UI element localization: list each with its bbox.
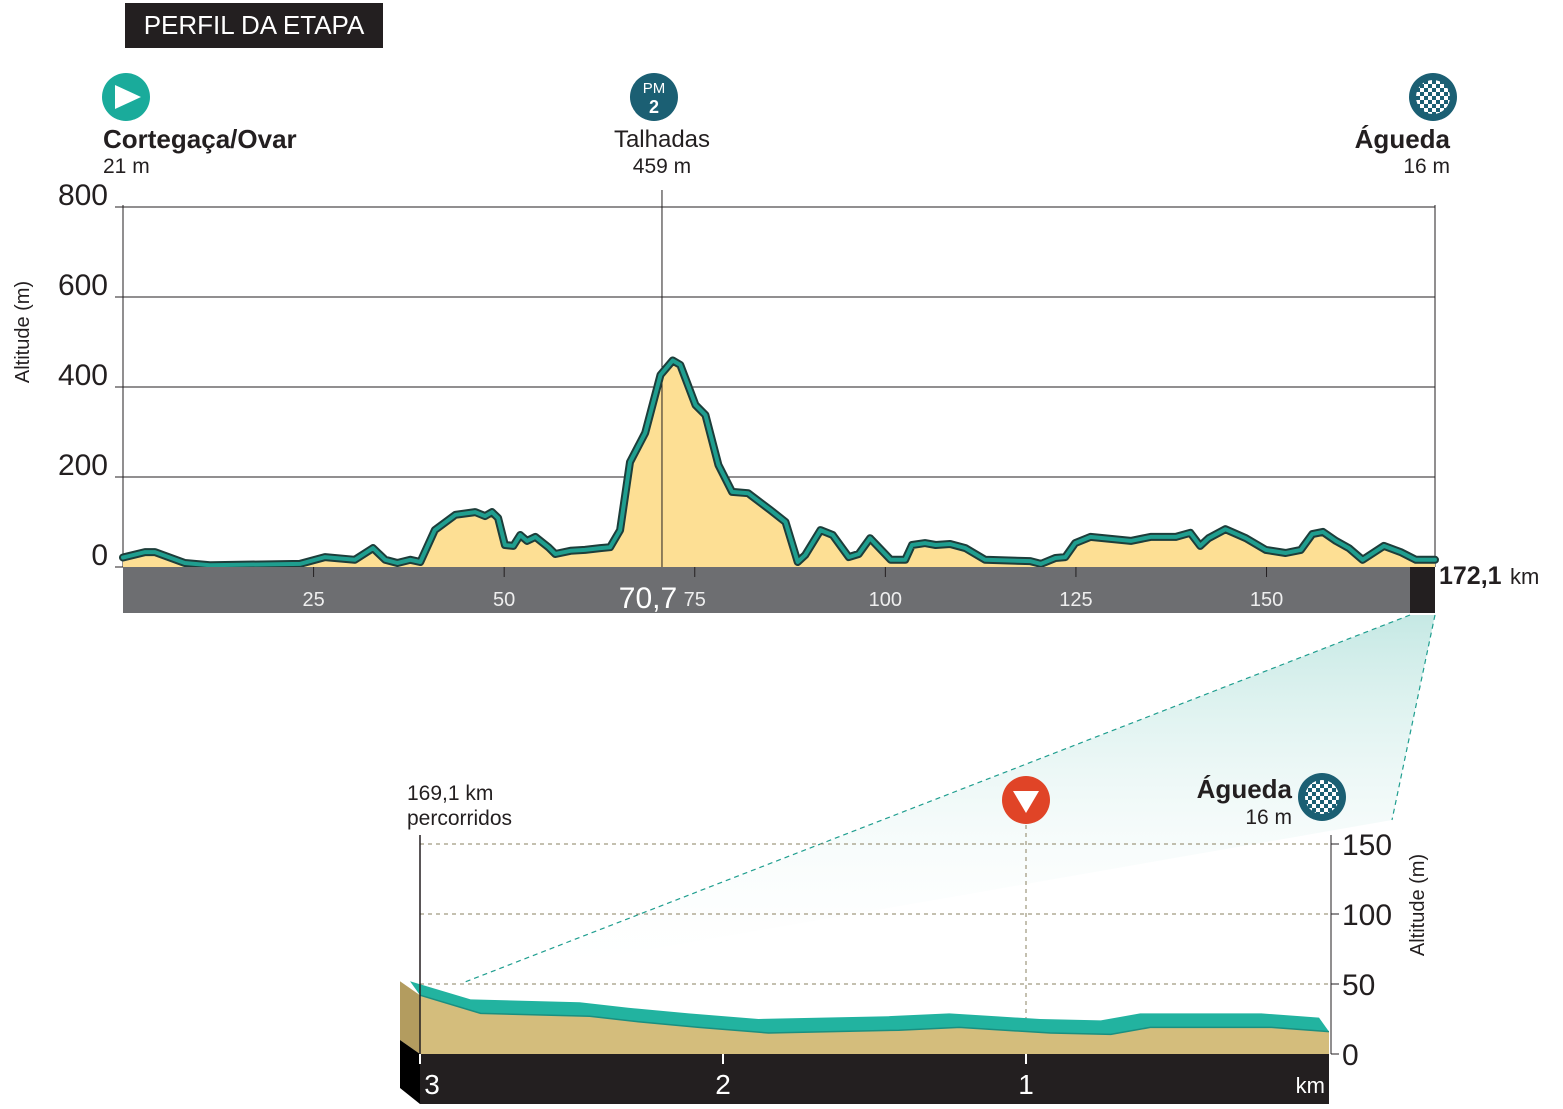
- y-tick-label: 600: [58, 269, 108, 302]
- zoom-guide: [1391, 614, 1436, 821]
- x-tick-label: 75: [684, 589, 706, 611]
- y-tick-label: 100: [1342, 899, 1392, 932]
- finish-name: Águeda: [1197, 774, 1293, 804]
- y-axis-title: Altitude (m): [12, 281, 34, 383]
- ground-left: [400, 1040, 420, 1104]
- place-name: Águeda: [1355, 124, 1451, 154]
- x-tick-label: 25: [302, 589, 324, 611]
- y-tick-label: 800: [58, 179, 108, 212]
- zoom-shade: [465, 615, 1435, 982]
- finish-profile: 0 50 100 150 Altitude (m) 3 2 1 km 169,1 kmpercor…: [400, 773, 1429, 1104]
- x-axis-end-block: [1410, 567, 1435, 613]
- x-unit: km: [1296, 1073, 1325, 1098]
- y-tick-label: 200: [58, 449, 108, 482]
- finish-icon-check: [1305, 780, 1339, 814]
- x-tick-label: 1: [1018, 1069, 1034, 1100]
- title: PERFIL DA ETAPA: [144, 10, 365, 40]
- climb-badge-label: PM: [643, 80, 666, 97]
- place-altitude: 459 m: [633, 155, 691, 178]
- flamme-rouge-triangle: [1013, 791, 1039, 813]
- x-tick-label: 100: [869, 589, 902, 611]
- marker-tick-label: 70,7: [619, 582, 677, 615]
- climb-badge: [629, 73, 678, 121]
- place-name: Talhadas: [614, 126, 710, 153]
- finish-altitude: 16 m: [1245, 806, 1292, 829]
- climb-category: 2: [649, 97, 659, 117]
- x-tick-label: 125: [1059, 589, 1092, 611]
- place-altitude: 16 m: [1403, 155, 1450, 178]
- y-tick-label: 150: [1342, 829, 1392, 862]
- profile-line: [121, 358, 1437, 568]
- y-tick-label: 50: [1342, 969, 1375, 1002]
- x-tick-label: 3: [424, 1069, 440, 1100]
- y-tick-label: 400: [58, 359, 108, 392]
- start-label: 169,1 km: [407, 782, 493, 805]
- start-icon-arrow: [115, 85, 141, 109]
- profile-left-face: [400, 981, 420, 1054]
- end-tick-label: 172,1: [1439, 562, 1502, 590]
- x-axis-bar: [123, 567, 1435, 613]
- profile-top-face: [410, 981, 1329, 1035]
- place-altitude: 21 m: [103, 155, 150, 178]
- x-tick-label: 150: [1250, 589, 1283, 611]
- start-label: percorridos: [407, 807, 512, 830]
- zoom-guide: [464, 614, 1411, 983]
- y-tick-label: 0: [1342, 1039, 1359, 1072]
- x-tick-label: 50: [493, 589, 515, 611]
- x-unit: km: [1510, 564, 1539, 589]
- x-tick-label: 2: [715, 1069, 731, 1100]
- profile-line: [419, 994, 1330, 1036]
- finish-icon-check: [1416, 80, 1450, 114]
- profile-area: [420, 995, 1329, 1054]
- title-box: [125, 3, 383, 48]
- y-tick-label: 0: [91, 539, 108, 572]
- main-profile: 0 200 400 600 800 Altitude (m) 25 50 75 100 125 150…: [12, 73, 1539, 983]
- place-name: Cortegaça/Ovar: [103, 124, 297, 154]
- x-axis-bar: [420, 1054, 1329, 1104]
- y-axis-title: Altitude (m): [1407, 854, 1429, 956]
